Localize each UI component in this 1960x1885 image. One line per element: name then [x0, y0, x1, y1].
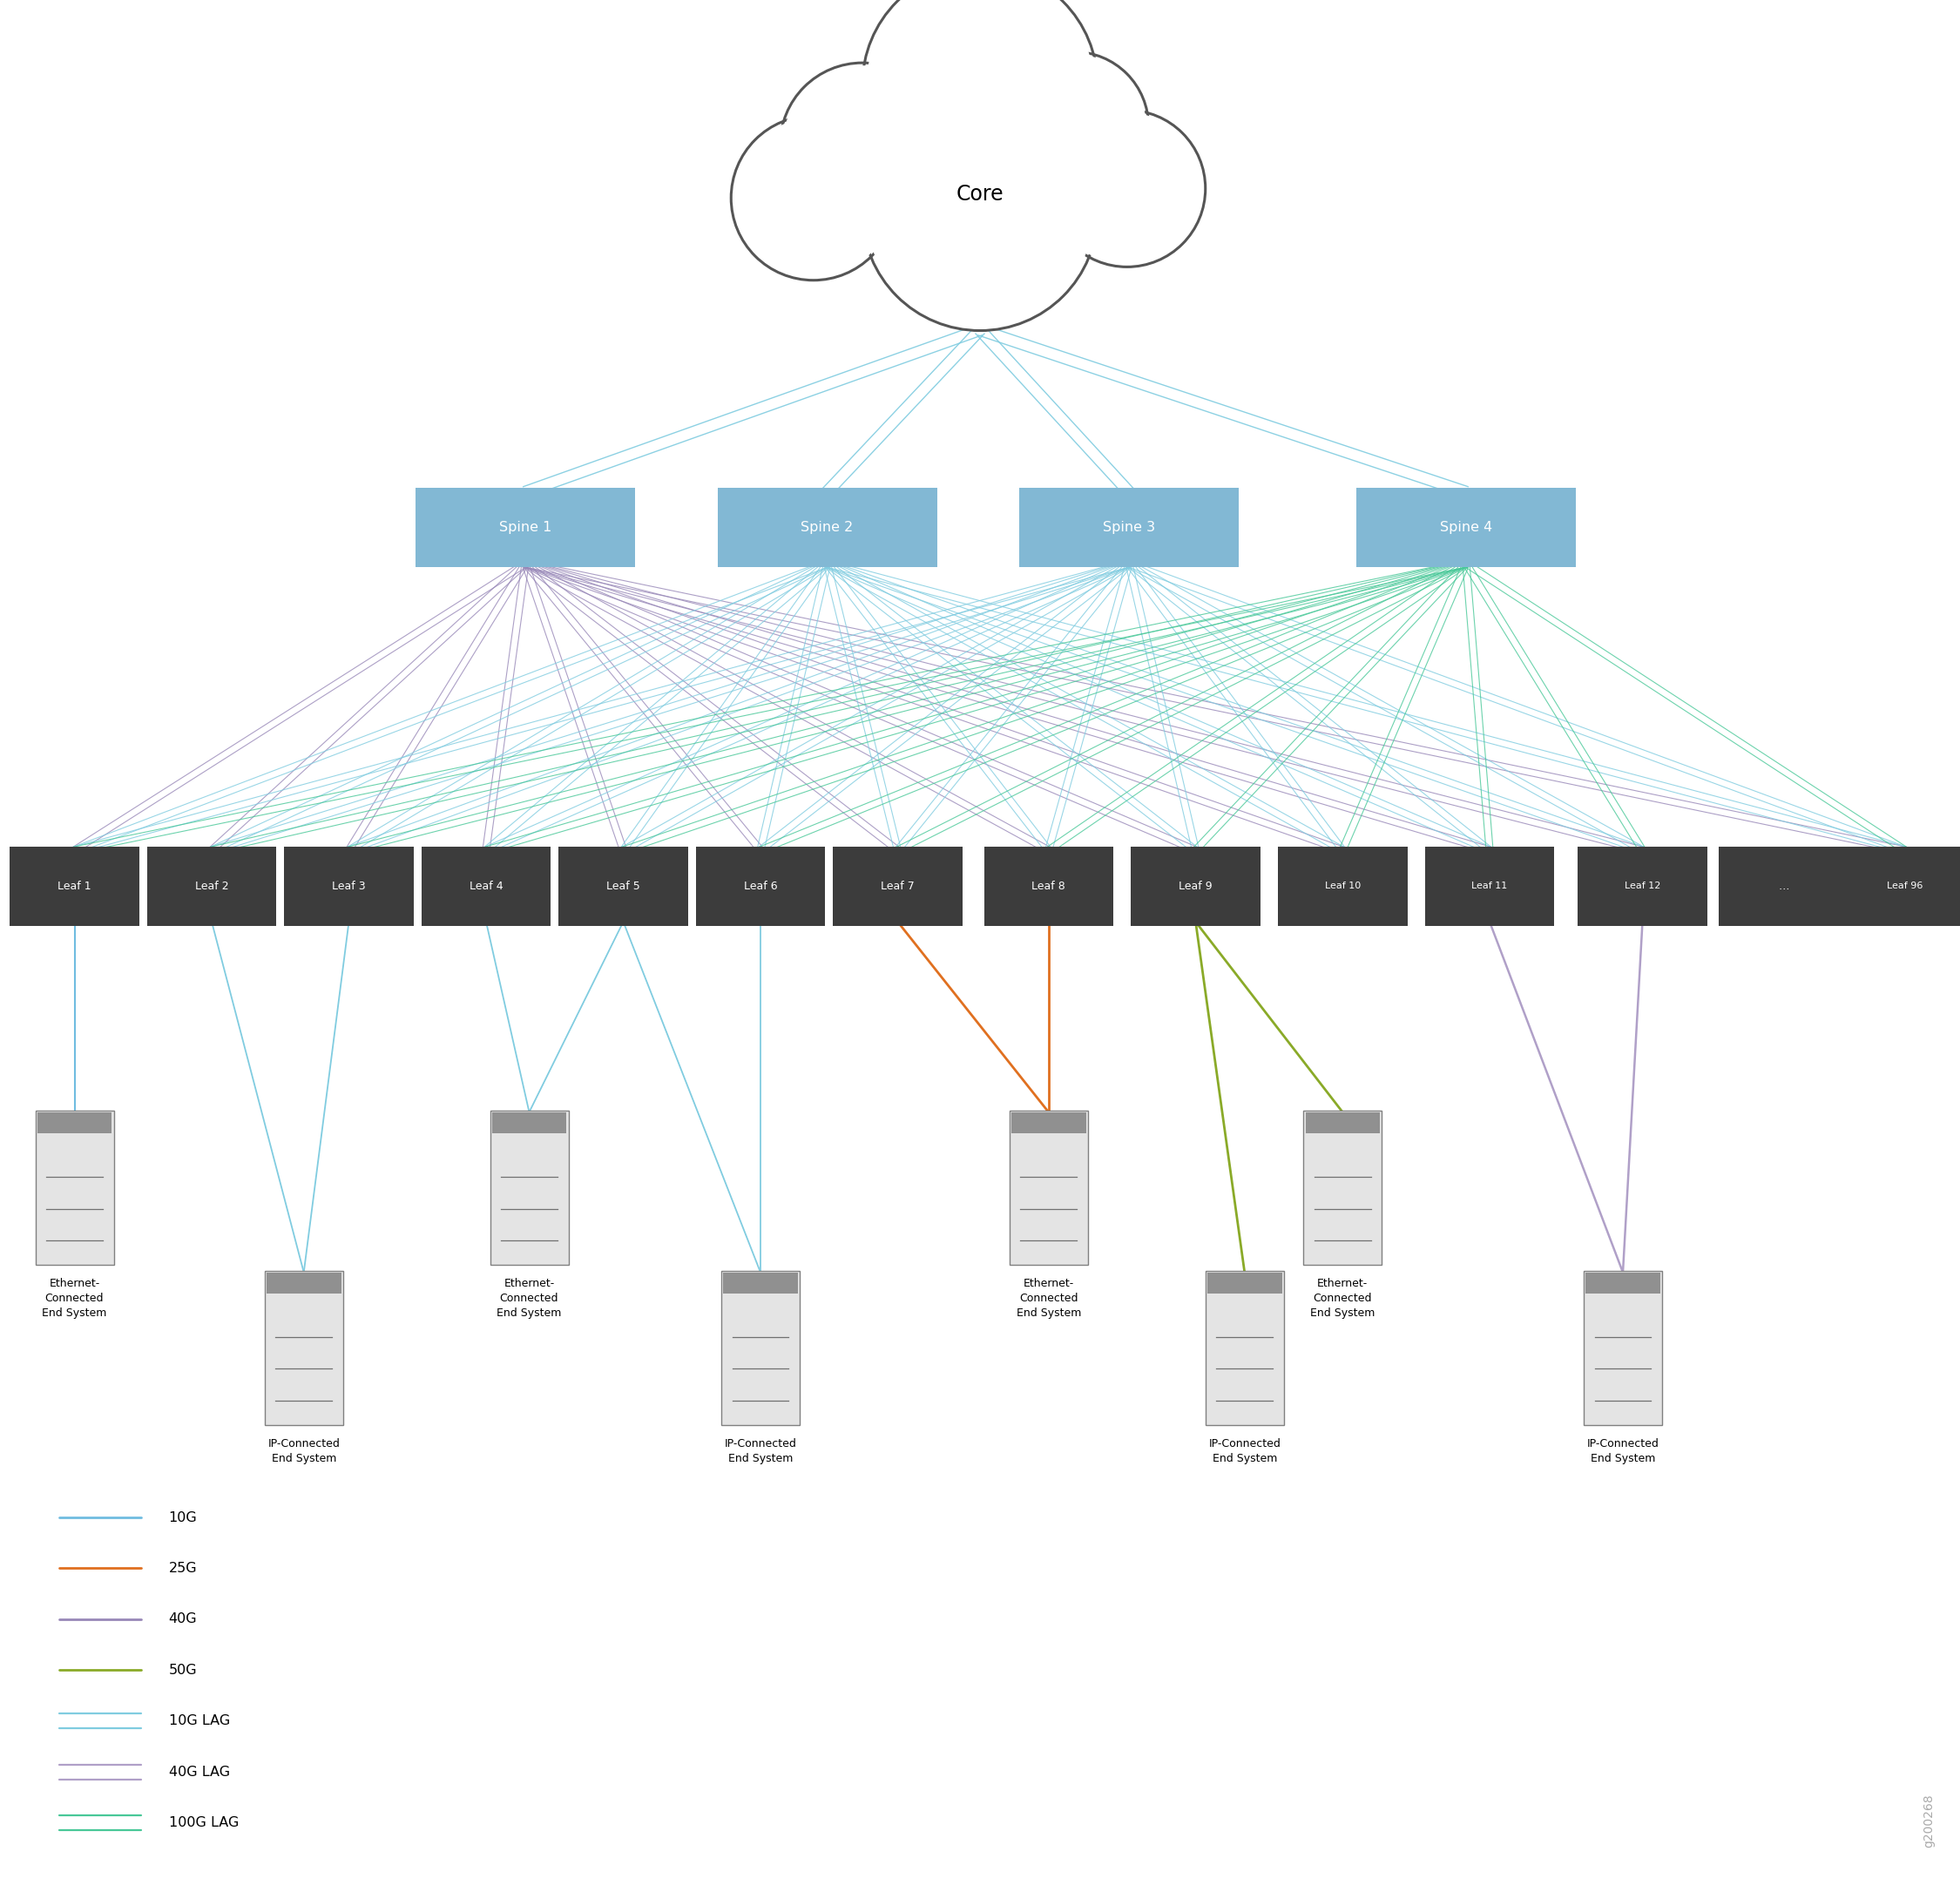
Text: Ethernet-
Connected
End System: Ethernet- Connected End System	[496, 1278, 563, 1319]
Text: Leaf 5: Leaf 5	[606, 880, 641, 892]
Text: Leaf 96: Leaf 96	[1887, 882, 1923, 890]
Text: Leaf 8: Leaf 8	[1031, 880, 1066, 892]
FancyBboxPatch shape	[1009, 1110, 1088, 1265]
FancyBboxPatch shape	[1719, 846, 1848, 926]
Ellipse shape	[735, 119, 892, 277]
FancyBboxPatch shape	[1586, 1272, 1660, 1293]
Text: Core: Core	[956, 183, 1004, 205]
FancyBboxPatch shape	[1840, 846, 1960, 926]
Text: IP-Connected
End System: IP-Connected End System	[1588, 1438, 1658, 1465]
FancyBboxPatch shape	[1011, 1112, 1086, 1133]
FancyBboxPatch shape	[284, 846, 414, 926]
Text: Spine 2: Spine 2	[802, 522, 853, 533]
FancyBboxPatch shape	[833, 846, 962, 926]
Ellipse shape	[862, 96, 1098, 330]
Ellipse shape	[784, 66, 941, 224]
Text: …: …	[1778, 880, 1789, 892]
FancyBboxPatch shape	[1303, 1110, 1382, 1265]
Ellipse shape	[731, 115, 896, 281]
FancyBboxPatch shape	[1578, 846, 1707, 926]
Text: Ethernet-
Connected
End System: Ethernet- Connected End System	[41, 1278, 108, 1319]
Text: 40G LAG: 40G LAG	[169, 1766, 229, 1778]
Text: IP-Connected
End System: IP-Connected End System	[1209, 1438, 1280, 1465]
FancyBboxPatch shape	[416, 488, 635, 567]
Text: Ethernet-
Connected
End System: Ethernet- Connected End System	[1309, 1278, 1376, 1319]
Text: Leaf 10: Leaf 10	[1325, 882, 1360, 890]
FancyBboxPatch shape	[1425, 846, 1554, 926]
Text: Spine 4: Spine 4	[1441, 522, 1492, 533]
FancyBboxPatch shape	[723, 1272, 798, 1293]
Text: Leaf 1: Leaf 1	[57, 880, 92, 892]
Text: Spine 1: Spine 1	[500, 522, 551, 533]
Ellipse shape	[862, 0, 1098, 202]
FancyBboxPatch shape	[492, 1112, 566, 1133]
Ellipse shape	[866, 100, 1094, 326]
FancyBboxPatch shape	[1584, 1270, 1662, 1425]
FancyBboxPatch shape	[559, 846, 688, 926]
FancyBboxPatch shape	[1356, 488, 1576, 567]
Ellipse shape	[1000, 51, 1149, 202]
Text: IP-Connected
End System: IP-Connected End System	[269, 1438, 339, 1465]
FancyBboxPatch shape	[1019, 488, 1239, 567]
Text: Ethernet-
Connected
End System: Ethernet- Connected End System	[1015, 1278, 1082, 1319]
Text: IP-Connected
End System: IP-Connected End System	[725, 1438, 796, 1465]
Ellipse shape	[780, 62, 945, 228]
Text: Leaf 6: Leaf 6	[743, 880, 778, 892]
Text: Spine 3: Spine 3	[1103, 522, 1154, 533]
Text: Leaf 7: Leaf 7	[880, 880, 915, 892]
FancyBboxPatch shape	[147, 846, 276, 926]
FancyBboxPatch shape	[1205, 1270, 1284, 1425]
Text: 40G: 40G	[169, 1614, 198, 1625]
FancyBboxPatch shape	[1305, 1112, 1380, 1133]
Text: 10G LAG: 10G LAG	[169, 1715, 229, 1727]
Text: 10G: 10G	[169, 1512, 198, 1523]
FancyBboxPatch shape	[265, 1270, 343, 1425]
Text: Leaf 9: Leaf 9	[1178, 880, 1213, 892]
FancyBboxPatch shape	[35, 1110, 114, 1265]
FancyBboxPatch shape	[696, 846, 825, 926]
Text: Leaf 2: Leaf 2	[194, 880, 229, 892]
FancyBboxPatch shape	[984, 846, 1113, 926]
FancyBboxPatch shape	[717, 488, 937, 567]
Text: 50G: 50G	[169, 1664, 198, 1676]
FancyBboxPatch shape	[1278, 846, 1407, 926]
FancyBboxPatch shape	[421, 846, 551, 926]
FancyBboxPatch shape	[267, 1272, 341, 1293]
Text: Leaf 3: Leaf 3	[331, 880, 367, 892]
Text: Leaf 4: Leaf 4	[468, 880, 504, 892]
Text: Leaf 11: Leaf 11	[1472, 882, 1507, 890]
FancyBboxPatch shape	[490, 1110, 568, 1265]
Ellipse shape	[1004, 55, 1145, 198]
FancyBboxPatch shape	[37, 1112, 112, 1133]
Ellipse shape	[1053, 113, 1201, 264]
Ellipse shape	[1049, 109, 1205, 268]
FancyBboxPatch shape	[1131, 846, 1260, 926]
FancyBboxPatch shape	[1207, 1272, 1282, 1293]
Text: g200268: g200268	[1923, 1795, 1935, 1847]
Text: 100G LAG: 100G LAG	[169, 1817, 239, 1828]
Text: 25G: 25G	[169, 1563, 198, 1574]
FancyBboxPatch shape	[10, 846, 139, 926]
Text: Leaf 12: Leaf 12	[1625, 882, 1660, 890]
Ellipse shape	[866, 0, 1094, 198]
FancyBboxPatch shape	[721, 1270, 800, 1425]
